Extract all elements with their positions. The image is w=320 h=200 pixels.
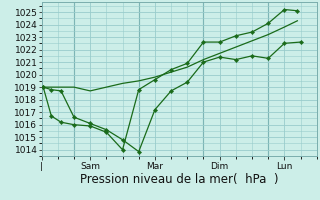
X-axis label: Pression niveau de la mer(  hPa  ): Pression niveau de la mer( hPa ): [80, 173, 278, 186]
